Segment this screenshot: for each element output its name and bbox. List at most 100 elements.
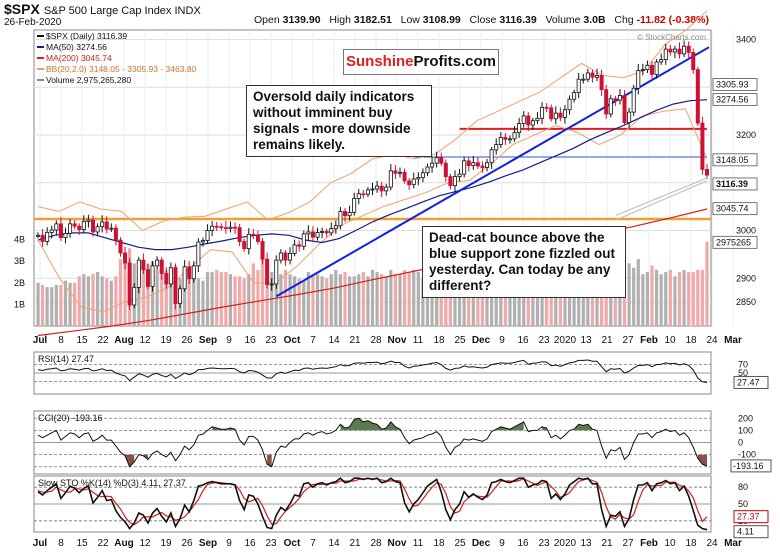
volume-bar (692, 272, 695, 326)
volume-bar (201, 281, 204, 326)
volume-bar (412, 270, 415, 326)
candle-body (540, 107, 543, 118)
candle-body (650, 65, 653, 74)
candle-body (307, 232, 310, 234)
volume-bar (192, 276, 195, 326)
cci-title: CCI(20) -193.16 (38, 413, 103, 423)
candle-body (522, 116, 525, 124)
legend-bb: BB(20,2.0) 3148.05 - 3305.93 - 3463.80 (46, 64, 197, 74)
candle-body (453, 177, 456, 186)
volume-bar (417, 272, 420, 326)
candle-body (618, 95, 621, 100)
top-x-tick-label: 11 (413, 335, 424, 346)
top-x-tick-label: 24 (706, 335, 718, 346)
candle-body (91, 220, 94, 232)
candle-body (669, 49, 672, 52)
candle-body (266, 259, 269, 284)
candle-body (449, 177, 452, 186)
volume-bar (78, 276, 81, 326)
candle-body (123, 253, 126, 263)
bottom-x-tick-label: 9 (499, 538, 505, 549)
candle-body (87, 220, 90, 221)
bottom-x-tick-label: 21 (349, 538, 361, 549)
volume-bar (637, 259, 640, 326)
candle-body (348, 212, 351, 215)
bottom-x-tick-label: 15 (76, 538, 88, 549)
candle-body (73, 224, 76, 226)
candle-body (380, 186, 383, 191)
top-x-tick-label: 22 (97, 335, 109, 346)
candle-body (371, 189, 374, 190)
rsi-title: RSI(14) 27.47 (38, 354, 94, 364)
cci-tick-label: 200 (738, 413, 753, 423)
bottom-x-tick-label: Dec (472, 538, 491, 549)
volume-bar (650, 266, 653, 326)
candle-body (408, 181, 411, 185)
candle-body (637, 71, 640, 89)
top-x-tick-label: Oct (284, 335, 301, 346)
volume-bar (646, 272, 649, 326)
candle-body (339, 211, 342, 225)
sunshine-profits-logo: SunshineProfits.com (343, 49, 499, 75)
bottom-x-tick-label: 7 (310, 538, 316, 549)
stockcharts-watermark: © StockCharts.com (637, 33, 706, 42)
candle-body (142, 260, 145, 270)
candle-body (568, 99, 571, 110)
price-value-label: 3305.93 (716, 79, 749, 89)
candle-body (82, 221, 85, 229)
top-x-tick-label: Nov (388, 335, 407, 346)
candle-body (600, 75, 603, 89)
candle-body (403, 172, 406, 181)
top-x-tick-label: 23 (538, 335, 550, 346)
volume-bar (288, 274, 291, 326)
price-tick-label: 3000 (736, 226, 756, 236)
candle-body (64, 233, 67, 237)
candle-body (270, 284, 273, 285)
candle-body (357, 194, 360, 199)
volume-bar (284, 270, 287, 326)
volume-bar (105, 279, 108, 327)
bottom-x-tick-label: 12 (139, 538, 151, 549)
top-x-tick-label: 8 (58, 335, 64, 346)
candle-body (362, 194, 365, 195)
bottom-x-tick-label: Sep (199, 538, 217, 549)
volume-bar (243, 279, 246, 327)
bottom-x-tick-label: Oct (284, 538, 301, 549)
top-x-tick-label: Mar (724, 335, 742, 346)
candle-body (224, 228, 227, 229)
callout-dead-cat-bounce: Dead-cat bounce above the blue support z… (422, 226, 626, 298)
candle-body (288, 253, 291, 260)
bottom-x-tick-label: 11 (413, 538, 424, 549)
volume-bar (110, 281, 113, 326)
top-x-tick-label: 27 (622, 335, 634, 346)
volume-bar (678, 272, 681, 326)
volume-bar (55, 285, 58, 326)
candle-body (220, 227, 223, 228)
candle-body (513, 133, 516, 139)
bottom-x-tick-label: 14 (328, 538, 340, 549)
bottom-x-tick-label: Jul (33, 538, 48, 549)
bottom-x-tick-label: 21 (601, 538, 613, 549)
volume-bar (628, 263, 631, 326)
candle-body (334, 226, 337, 229)
candle-body (412, 179, 415, 185)
legend-volume: Volume 2,975,265,280 (46, 75, 131, 85)
candle-body (211, 226, 214, 230)
candle-body (151, 266, 154, 287)
candle-body (394, 171, 397, 173)
candle-body (96, 227, 99, 232)
candle-body (311, 232, 314, 237)
volume-bar (247, 274, 250, 326)
candle-body (463, 161, 466, 174)
volume-bar (50, 287, 53, 326)
candle-body (178, 289, 181, 304)
candle-body (389, 171, 392, 187)
candle-body (261, 241, 264, 259)
volume-bar (403, 270, 406, 326)
candle-body (692, 52, 695, 69)
candle-body (110, 228, 113, 229)
price-tick-label: 2900 (736, 273, 756, 283)
candle-body (160, 260, 163, 273)
price-tick-label: 3400 (736, 35, 756, 45)
candle-body (444, 163, 447, 176)
